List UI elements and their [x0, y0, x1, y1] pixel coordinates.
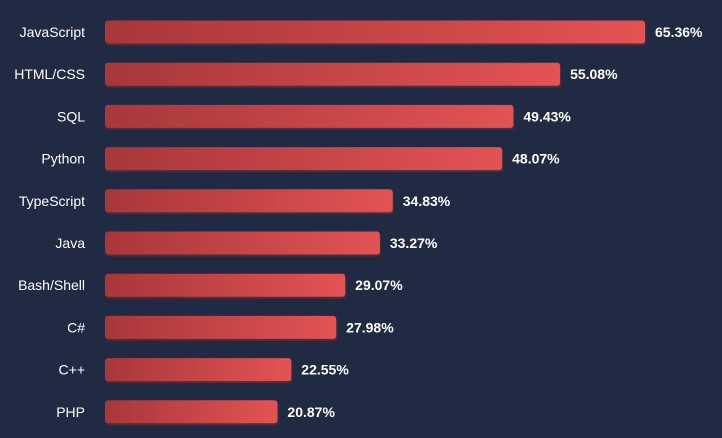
category-label: TypeScript — [19, 193, 85, 209]
category-label: Python — [41, 151, 85, 167]
category-label: HTML/CSS — [14, 66, 85, 82]
bars-layer: JavaScript 65.36% HTML/CSS 55.08% SQL 49.43% P… — [14, 20, 703, 426]
category-label: Bash/Shell — [18, 277, 85, 293]
category-label: C++ — [59, 362, 85, 378]
value-label: 22.55% — [301, 362, 349, 378]
bar — [105, 400, 278, 424]
value-label: 65.36% — [655, 24, 703, 40]
bar — [105, 20, 645, 44]
value-label: 48.07% — [512, 151, 560, 167]
value-label: 33.27% — [390, 235, 438, 251]
value-label: 55.08% — [570, 66, 618, 82]
value-label: 29.07% — [355, 277, 403, 293]
bar — [105, 358, 292, 382]
bar — [105, 147, 503, 171]
category-label: PHP — [56, 404, 85, 420]
bar — [105, 231, 380, 255]
category-label: SQL — [57, 108, 85, 124]
bar — [105, 189, 393, 213]
value-label: 27.98% — [346, 319, 394, 335]
value-label: 34.83% — [403, 193, 451, 209]
bar — [105, 62, 561, 86]
value-label: 20.87% — [287, 404, 335, 420]
category-label: C# — [67, 319, 85, 335]
bar — [105, 273, 346, 297]
value-label: 49.43% — [523, 108, 571, 124]
category-label: Java — [55, 235, 85, 251]
category-label: JavaScript — [20, 24, 85, 40]
bar — [105, 104, 514, 128]
bar — [105, 315, 337, 339]
